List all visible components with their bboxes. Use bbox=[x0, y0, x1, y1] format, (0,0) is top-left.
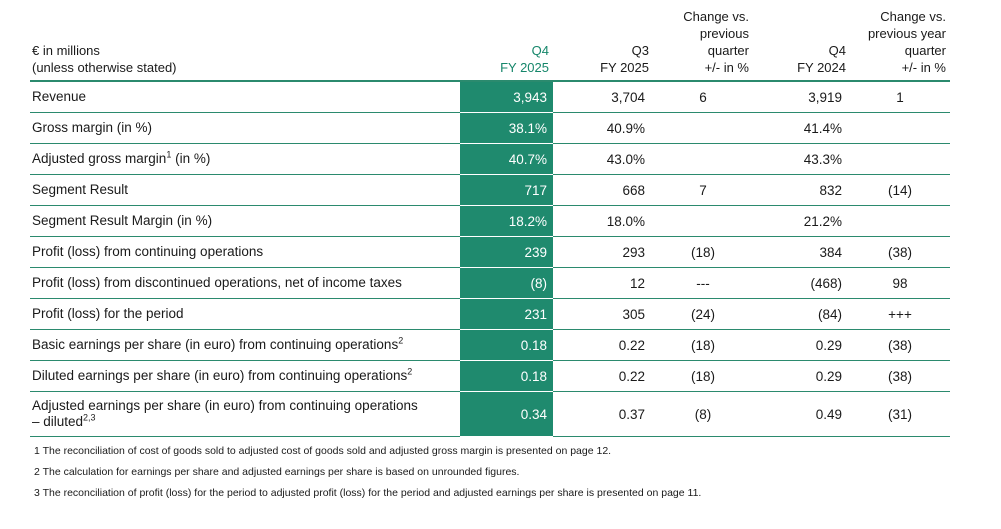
cell-q3-fy2025: 668 bbox=[553, 174, 653, 206]
header-change-year: Change vs. previous year quarter +/- in … bbox=[850, 8, 950, 82]
cell-q4-fy2024: (84) bbox=[753, 298, 850, 330]
cell-change-quarter: (8) bbox=[653, 391, 753, 437]
row-label: Segment Result bbox=[30, 174, 460, 206]
cell-change-quarter: (24) bbox=[653, 298, 753, 330]
header-label: € in millions (unless otherwise stated) bbox=[30, 8, 460, 82]
cell-q4-fy2025: 239 bbox=[460, 236, 553, 268]
cell-q4-fy2024: (468) bbox=[753, 267, 850, 299]
header-q4-fy2024: Q4 FY 2024 bbox=[753, 8, 850, 82]
cell-change-quarter bbox=[653, 143, 753, 175]
cell-q3-fy2025: 293 bbox=[553, 236, 653, 268]
cell-q3-fy2025: 0.22 bbox=[553, 360, 653, 392]
table-row: Profit (loss) from continuing operations… bbox=[30, 236, 950, 268]
cell-change-quarter: 6 bbox=[653, 81, 753, 113]
header-change-quarter: Change vs. previous quarter +/- in % bbox=[653, 8, 753, 82]
row-label: Profit (loss) from discontinued operatio… bbox=[30, 267, 460, 299]
cell-change-quarter bbox=[653, 205, 753, 237]
cell-q3-fy2025: 305 bbox=[553, 298, 653, 330]
table-row: Basic earnings per share (in euro) from … bbox=[30, 329, 950, 361]
cell-change-year: 1 bbox=[850, 81, 950, 113]
cell-q4-fy2024: 41.4% bbox=[753, 112, 850, 144]
table-row: Gross margin (in %) 38.1% 40.9% 41.4% bbox=[30, 112, 950, 144]
cell-change-year bbox=[850, 112, 950, 144]
cell-change-quarter: (18) bbox=[653, 360, 753, 392]
cell-q3-fy2025: 0.22 bbox=[553, 329, 653, 361]
cell-q4-fy2024: 384 bbox=[753, 236, 850, 268]
row-label: Adjusted earnings per share (in euro) fr… bbox=[30, 391, 460, 437]
header-q4-fy2025: Q4 FY 2025 bbox=[460, 8, 553, 82]
cell-q4-fy2024: 832 bbox=[753, 174, 850, 206]
cell-change-year: +++ bbox=[850, 298, 950, 330]
footnotes: 1 The reconciliation of cost of goods so… bbox=[30, 441, 954, 504]
header-q3-fy2025: Q3 FY 2025 bbox=[553, 8, 653, 82]
cell-change-year: 98 bbox=[850, 267, 950, 299]
cell-q3-fy2025: 18.0% bbox=[553, 205, 653, 237]
cell-q4-fy2025: 717 bbox=[460, 174, 553, 206]
table-row: Segment Result Margin (in %) 18.2% 18.0% 21… bbox=[30, 205, 950, 237]
cell-q4-fy2024: 43.3% bbox=[753, 143, 850, 175]
cell-q4-fy2025: 38.1% bbox=[460, 112, 553, 144]
cell-change-year bbox=[850, 143, 950, 175]
cell-change-year: (14) bbox=[850, 174, 950, 206]
table-row: Profit (loss) from discontinued operatio… bbox=[30, 267, 950, 299]
table-row: Profit (loss) for the period 231 305 (24) (8… bbox=[30, 298, 950, 330]
row-label: Segment Result Margin (in %) bbox=[30, 205, 460, 237]
cell-q3-fy2025: 0.37 bbox=[553, 391, 653, 437]
financial-summary: € in millions (unless otherwise stated) … bbox=[30, 8, 954, 504]
cell-change-year: (38) bbox=[850, 329, 950, 361]
row-label: Basic earnings per share (in euro) from … bbox=[30, 329, 460, 361]
table-row: Diluted earnings per share (in euro) fro… bbox=[30, 360, 950, 392]
cell-q4-fy2024: 3,919 bbox=[753, 81, 850, 113]
row-label: Adjusted gross margin1 (in %) bbox=[30, 143, 460, 175]
cell-change-quarter bbox=[653, 112, 753, 144]
cell-change-year: (38) bbox=[850, 236, 950, 268]
cell-q4-fy2024: 0.49 bbox=[753, 391, 850, 437]
cell-q3-fy2025: 40.9% bbox=[553, 112, 653, 144]
table-row: Adjusted gross margin1 (in %) 40.7% 43.0% 4… bbox=[30, 143, 950, 175]
cell-change-quarter: (18) bbox=[653, 236, 753, 268]
table-header-row: € in millions (unless otherwise stated) … bbox=[30, 8, 950, 82]
cell-change-year: (31) bbox=[850, 391, 950, 437]
cell-change-year bbox=[850, 205, 950, 237]
cell-q3-fy2025: 12 bbox=[553, 267, 653, 299]
row-label: Gross margin (in %) bbox=[30, 112, 460, 144]
table-row: Revenue 3,943 3,704 6 3,919 1 bbox=[30, 81, 950, 113]
cell-q4-fy2025: 231 bbox=[460, 298, 553, 330]
cell-q4-fy2025: 0.18 bbox=[460, 329, 553, 361]
footnote-3: 3 The reconciliation of profit (loss) fo… bbox=[34, 487, 702, 499]
cell-q4-fy2025: (8) bbox=[460, 267, 553, 299]
cell-q4-fy2024: 0.29 bbox=[753, 329, 850, 361]
footnote-2: 2 The calculation for earnings per share… bbox=[34, 466, 520, 478]
cell-q4-fy2024: 21.2% bbox=[753, 205, 850, 237]
cell-q4-fy2025: 18.2% bbox=[460, 205, 553, 237]
cell-change-year: (38) bbox=[850, 360, 950, 392]
cell-q4-fy2025: 0.18 bbox=[460, 360, 553, 392]
cell-q3-fy2025: 3,704 bbox=[553, 81, 653, 113]
financial-table: € in millions (unless otherwise stated) … bbox=[30, 8, 950, 437]
cell-change-quarter: (18) bbox=[653, 329, 753, 361]
row-label: Profit (loss) from continuing operations bbox=[30, 236, 460, 268]
footnote-1: 1 The reconciliation of cost of goods so… bbox=[34, 445, 612, 457]
cell-q3-fy2025: 43.0% bbox=[553, 143, 653, 175]
cell-change-quarter: --- bbox=[653, 267, 753, 299]
row-label: Profit (loss) for the period bbox=[30, 298, 460, 330]
table-row: Adjusted earnings per share (in euro) fr… bbox=[30, 391, 950, 437]
cell-q4-fy2024: 0.29 bbox=[753, 360, 850, 392]
table-row: Segment Result 717 668 7 832 (14) bbox=[30, 174, 950, 206]
cell-change-quarter: 7 bbox=[653, 174, 753, 206]
row-label: Revenue bbox=[30, 81, 460, 113]
cell-q4-fy2025: 3,943 bbox=[460, 81, 553, 113]
cell-q4-fy2025: 0.34 bbox=[460, 391, 553, 437]
cell-q4-fy2025: 40.7% bbox=[460, 143, 553, 175]
row-label: Diluted earnings per share (in euro) fro… bbox=[30, 360, 460, 392]
